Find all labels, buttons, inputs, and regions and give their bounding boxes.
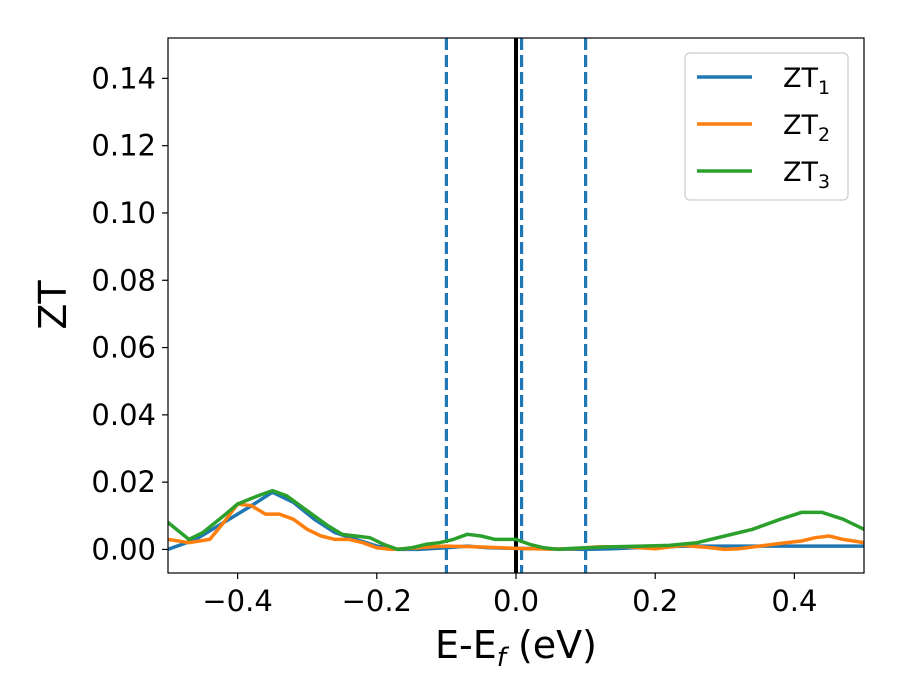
- y-tick-label: 0.06: [91, 331, 156, 365]
- x-axis-label-suffix: (eV): [506, 623, 597, 667]
- y-tick-label: 0.04: [91, 398, 156, 432]
- x-tick-label: 0.0: [493, 584, 539, 618]
- y-tick-label: 0.10: [91, 196, 156, 230]
- x-tick-label: −0.2: [342, 584, 412, 618]
- legend-label-sub: 2: [818, 124, 830, 146]
- x-axis-label-main: E-E: [435, 623, 497, 667]
- legend-label-main: ZT: [783, 157, 818, 188]
- x-tick-label: 0.2: [632, 584, 678, 618]
- y-tick-label: 0.08: [91, 263, 156, 297]
- legend-label-main: ZT: [783, 63, 818, 94]
- legend-label-sub: 3: [818, 171, 830, 193]
- x-tick-label: −0.4: [202, 584, 272, 618]
- x-axis: −0.4 −0.2 0.0 0.2 0.4: [202, 573, 817, 618]
- series-line-3: [168, 488, 864, 552]
- y-axis-label: ZT: [31, 280, 75, 330]
- legend-label-sub: 1: [818, 77, 830, 99]
- y-tick-label: 0.02: [91, 465, 156, 499]
- y-axis: 0.00 0.02 0.04 0.06 0.08 0.10 0.12 0.14: [91, 61, 168, 566]
- x-tick-label: 0.4: [771, 584, 817, 618]
- legend-box: [684, 52, 849, 201]
- y-tick-label: 0.00: [91, 532, 156, 566]
- legend-label-2: ZT2: [783, 110, 830, 146]
- y-tick-label: 0.14: [91, 61, 156, 95]
- reference-lines: [444, 38, 588, 573]
- legend-label-3: ZT3: [783, 157, 830, 193]
- legend-label-1: ZT1: [783, 63, 830, 99]
- series-line-2: [168, 502, 864, 552]
- legend-label-main: ZT: [783, 110, 818, 141]
- y-tick-label: 0.12: [91, 129, 156, 163]
- x-axis-label: E-Ef (eV): [435, 623, 597, 673]
- series-lines: [168, 488, 864, 552]
